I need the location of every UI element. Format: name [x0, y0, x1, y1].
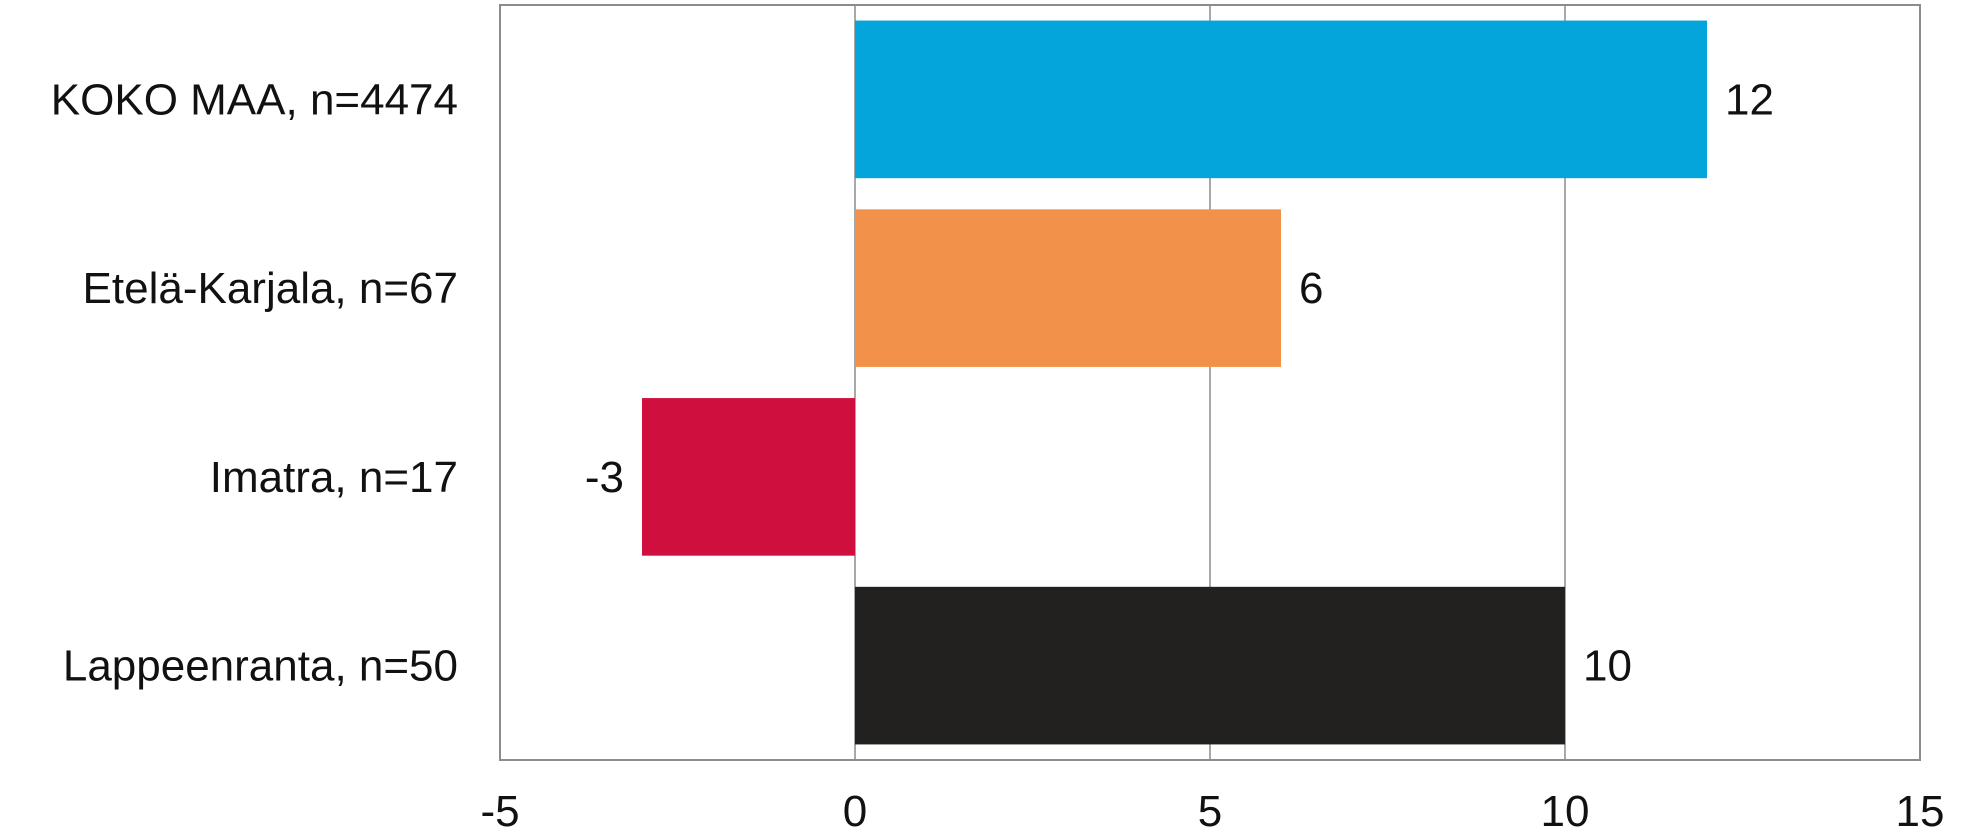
x-tick-label: 15: [1896, 787, 1945, 836]
category-label: KOKO MAA, n=4474: [51, 75, 458, 124]
category-label: Imatra, n=17: [210, 453, 458, 502]
data-label: 12: [1725, 75, 1774, 124]
x-tick-label: 10: [1541, 787, 1590, 836]
bar-1: [855, 20, 1707, 179]
category-labels: KOKO MAA, n=4474 Etelä-Karjala, n=67 Imatr…: [51, 75, 458, 690]
plot-area-frame: [499, 4, 1921, 761]
data-labels: 12 6 -3 10: [585, 75, 1774, 690]
category-label: Lappeenranta, n=50: [63, 642, 458, 691]
bar-4: [855, 586, 1565, 745]
data-label: 10: [1583, 642, 1632, 691]
category-label: Etelä-Karjala, n=67: [83, 264, 458, 313]
x-tick-label: 0: [843, 787, 867, 836]
bar-3: [642, 398, 855, 556]
bars: [642, 20, 1707, 745]
x-tick-label: -5: [480, 787, 519, 836]
data-label: -3: [585, 453, 624, 502]
x-tick-label: 5: [1198, 787, 1222, 836]
bar-2: [855, 209, 1281, 367]
x-axis-tick-labels: -5 0 5 10 15: [480, 787, 1944, 836]
data-label: 6: [1299, 264, 1323, 313]
